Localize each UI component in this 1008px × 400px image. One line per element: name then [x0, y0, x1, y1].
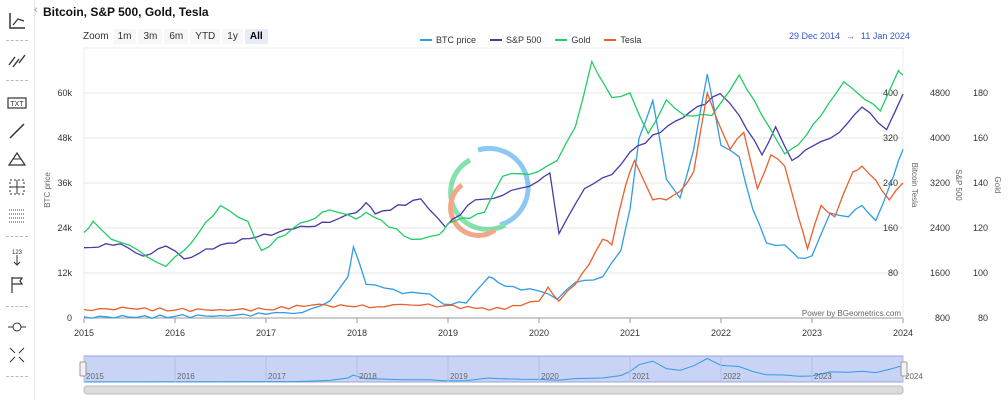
navigator-tick-label-2023: 2023: [814, 372, 832, 381]
watermark-logo: [448, 145, 531, 238]
gold-axis-tick-label: 100: [973, 268, 988, 278]
zoom-all-button[interactable]: All: [244, 29, 268, 44]
x-tick-label-2015: 2015: [74, 328, 94, 338]
gold-axis-tick-label: 80: [978, 313, 988, 323]
series-line-btc: [83, 74, 904, 319]
x-tick-label-2017: 2017: [256, 328, 276, 338]
gold-axis-title: Gold: [993, 177, 1002, 194]
sp500-axis-tick-label: 4800: [930, 88, 950, 98]
x-tick-label-2016: 2016: [165, 328, 185, 338]
annotation-toolbar: TXT 123: [0, 0, 35, 400]
collapse-toolbar-button[interactable]: ‹: [34, 4, 38, 16]
btc-axis-tick-label: 48k: [57, 133, 72, 143]
sp500-axis-tick-label: 2400: [930, 223, 950, 233]
btc-axis-tick-label: 60k: [57, 88, 72, 98]
btc-axis-tick-label: 24k: [57, 223, 72, 233]
vertical-counter-icon[interactable]: 123: [4, 244, 30, 270]
zoom-3m-button[interactable]: 3m: [138, 29, 163, 44]
navigator-tick-label-2021: 2021: [632, 372, 650, 381]
sp500-axis-tick-label: 4000: [930, 133, 950, 143]
gold-axis-tick-label: 160: [973, 133, 988, 143]
navigator-window: [83, 355, 904, 383]
sp500-axis-tick-label: 1600: [930, 268, 950, 278]
zoom-label: Zoom: [83, 31, 109, 42]
navigator-tick-label-2022: 2022: [723, 372, 741, 381]
btc-axis-tick-label: 36k: [57, 178, 72, 188]
crosshair-axes-icon[interactable]: [4, 8, 30, 34]
sp500-axis-tick-label: 3200: [930, 178, 950, 188]
navigator-tick-label-2016: 2016: [177, 372, 195, 381]
text-annotation-icon[interactable]: TXT: [4, 90, 30, 116]
navigator-right-handle[interactable]: [900, 361, 908, 377]
grid-lines-icon[interactable]: [4, 202, 30, 228]
tesla-axis-title: Bitcoin Tesla: [910, 163, 919, 208]
legend-item-gold[interactable]: Gold: [555, 35, 590, 45]
navigator-series-line: [84, 357, 904, 383]
zoom-1m-button[interactable]: 1m: [112, 29, 137, 44]
tesla-axis-tick-label: 320: [883, 133, 898, 143]
legend-item-tesla[interactable]: Tesla: [604, 35, 641, 45]
measure-icon[interactable]: [4, 174, 30, 200]
zoom-selector: Zoom 1m 3m 6m YTD 1y All: [83, 29, 270, 44]
range-arrow: →: [846, 31, 856, 41]
legend-item-btc[interactable]: BTC price: [420, 35, 476, 45]
range-from[interactable]: 29 Dec 2014: [789, 31, 841, 41]
x-tick-label-2018: 2018: [347, 328, 367, 338]
btc-axis-title: BTC price: [43, 172, 52, 208]
flag-icon[interactable]: [4, 272, 30, 298]
navigator-tick-label-2019: 2019: [450, 372, 468, 381]
navigator-left-handle[interactable]: [79, 361, 87, 377]
zoom-6m-button[interactable]: 6m: [164, 29, 189, 44]
zoom-ytd-button[interactable]: YTD: [190, 29, 221, 44]
date-range: 29 Dec 2014 → 11 Jan 2024: [786, 31, 913, 41]
x-tick-label-2019: 2019: [438, 328, 458, 338]
navigator-tick-label-2024: 2024: [905, 372, 923, 381]
legend-item-sp500[interactable]: S&P 500: [490, 35, 541, 45]
btc-axis-tick-label: 0: [67, 313, 72, 323]
svg-text:123: 123: [12, 250, 23, 256]
navigator-tick-label-2017: 2017: [268, 372, 286, 381]
x-tick-label-2020: 2020: [529, 328, 549, 338]
x-tick-label-2021: 2021: [620, 328, 640, 338]
series-line-gold: [83, 59, 904, 268]
range-to[interactable]: 11 Jan 2024: [861, 31, 910, 41]
tesla-axis-tick-label: 80: [888, 268, 898, 278]
navigator-tick-label-2015: 2015: [86, 372, 104, 381]
svg-text:TXT: TXT: [10, 101, 24, 108]
tesla-axis-tick-label: 400: [883, 88, 898, 98]
gold-axis-tick-label: 120: [973, 223, 988, 233]
zoom-1y-button[interactable]: 1y: [222, 29, 243, 44]
x-tick-label-2024: 2024: [893, 328, 913, 338]
series-line-sp500: [83, 92, 904, 260]
x-tick-label-2022: 2022: [711, 328, 731, 338]
gold-axis-tick-label: 140: [973, 178, 988, 188]
series-line-tesla: [83, 90, 904, 313]
x-tick-label-2023: 2023: [802, 328, 822, 338]
gold-axis-tick-label: 180: [973, 88, 988, 98]
chart-legend: BTC price S&P 500 Gold Tesla: [420, 35, 655, 45]
fibonacci-icon[interactable]: [4, 146, 30, 172]
line-icon[interactable]: [4, 118, 30, 144]
sp500-axis-tick-label: 800: [935, 313, 950, 323]
navigator-tick-label-2018: 2018: [359, 372, 377, 381]
navigator-tick-label-2020: 2020: [541, 372, 559, 381]
btc-axis-tick-label: 12k: [57, 268, 72, 278]
fullscreen-icon[interactable]: [4, 342, 30, 368]
navigator-scrollbar[interactable]: [83, 385, 904, 395]
credit-text: Power by BGeometrics.com: [802, 309, 901, 318]
chart-title: Bitcoin, S&P 500, Gold, Tesla: [43, 5, 209, 19]
zoom-out-icon[interactable]: [4, 314, 30, 340]
sp500-axis-title: S&P 500: [954, 169, 963, 201]
tesla-axis-tick-label: 160: [883, 223, 898, 233]
trend-lines-icon[interactable]: [4, 48, 30, 74]
